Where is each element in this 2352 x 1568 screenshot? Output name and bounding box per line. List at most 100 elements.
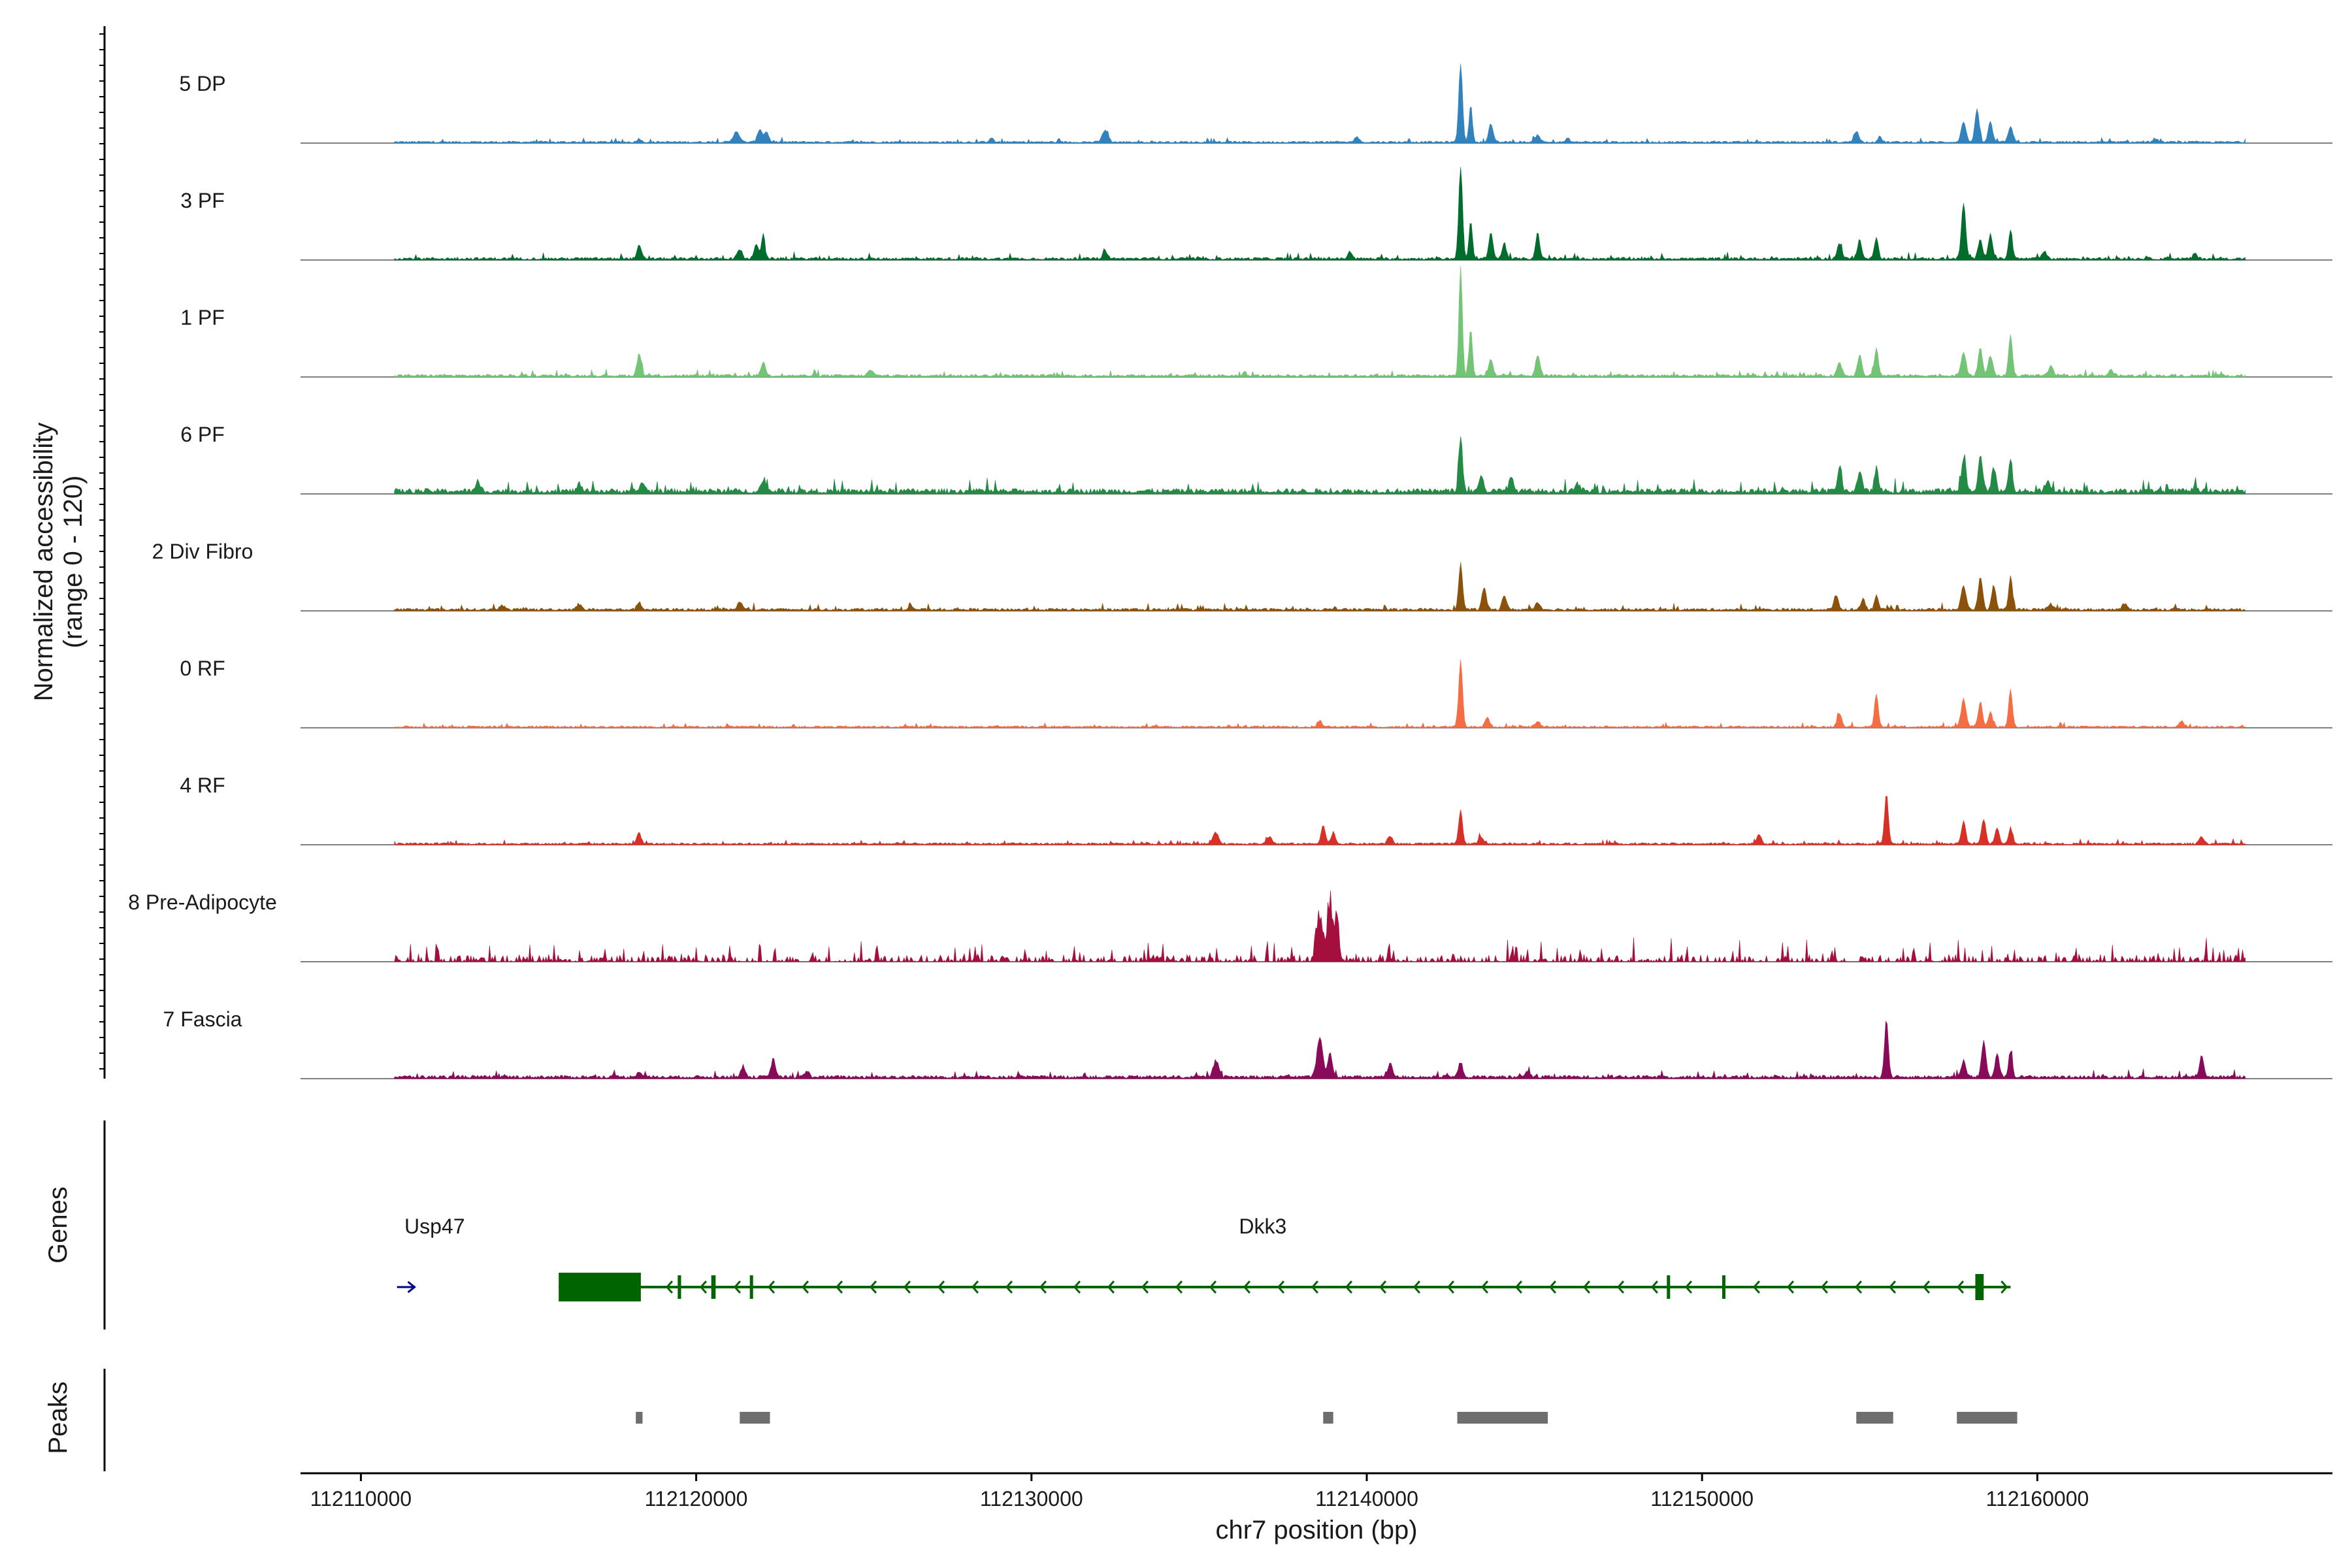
strand-chevron	[1073, 1281, 1081, 1294]
exon	[749, 1275, 753, 1299]
strand-chevron	[1752, 1281, 1761, 1294]
x-axis: 112110000 112120000 112130000 112140000 1121…	[301, 1472, 2332, 1511]
coverage-area	[394, 167, 2246, 261]
strand-arrow	[407, 1281, 416, 1294]
track-label: 1 PF	[180, 306, 225, 329]
track-label: 3 PF	[180, 189, 225, 212]
track-label: 0 RF	[180, 657, 225, 680]
strand-chevron	[1514, 1281, 1523, 1294]
strand-chevron	[971, 1281, 979, 1294]
strand-chevron	[937, 1281, 945, 1294]
strand-chevron	[801, 1281, 809, 1294]
strand-chevron	[1922, 1281, 1931, 1294]
peak-region	[636, 1412, 643, 1424]
strand-chevron	[1379, 1281, 1387, 1294]
strand-chevron	[1616, 1281, 1625, 1294]
strand-chevron	[835, 1281, 843, 1294]
track-2-div-fibro: 2 Div Fibro	[152, 540, 2332, 612]
exon	[678, 1275, 681, 1299]
track-label: 2 Div Fibro	[152, 540, 253, 563]
track-label: 7 Fascia	[163, 1007, 242, 1031]
coverage-area	[394, 562, 2246, 612]
track-7-fascia: 7 Fascia	[163, 1007, 2332, 1079]
track-3-pf: 3 PF	[180, 167, 2332, 261]
track-label: 4 RF	[180, 774, 225, 797]
exon	[1975, 1274, 1984, 1300]
strand-chevron	[1141, 1281, 1149, 1294]
peak-region	[1957, 1412, 2017, 1424]
track-1-pf: 1 PF	[180, 265, 2332, 378]
coverage-area	[394, 436, 2246, 495]
coverage-area	[394, 890, 2246, 963]
x-tick-label: 112130000	[980, 1487, 1083, 1511]
x-axis-title: chr7 position (bp)	[1215, 1516, 1417, 1544]
strand-chevron	[1175, 1281, 1183, 1294]
strand-chevron	[665, 1281, 674, 1294]
strand-chevron	[699, 1281, 708, 1294]
strand-chevron	[767, 1281, 776, 1294]
strand-chevron	[1582, 1281, 1591, 1294]
strand-chevron	[1650, 1281, 1659, 1294]
peak-region	[1323, 1412, 1333, 1424]
exon	[559, 1273, 641, 1301]
gene-usp47: Usp47	[397, 1215, 465, 1294]
strand-chevron	[1277, 1281, 1285, 1294]
strand-chevron	[733, 1281, 742, 1294]
strand-chevron	[1786, 1281, 1795, 1294]
gene-label: Dkk3	[1239, 1215, 1286, 1238]
coverage-area	[394, 63, 2246, 144]
x-tick-label: 112140000	[1315, 1487, 1418, 1511]
strand-chevron	[1548, 1281, 1557, 1294]
exon	[1667, 1275, 1671, 1299]
exon	[1722, 1275, 1725, 1299]
strand-chevron	[1039, 1281, 1047, 1294]
track-4-rf: 4 RF	[180, 774, 2332, 845]
y-axis-label-line2: (range 0 - 120)	[59, 476, 88, 649]
peaks-panel	[103, 1369, 2017, 1471]
x-tick-label: 112160000	[1985, 1487, 2089, 1511]
strand-chevron	[1854, 1281, 1863, 1294]
genes-panel-label: Genes	[44, 1186, 73, 1264]
coverage-area	[394, 1021, 2246, 1079]
strand-chevron	[1684, 1281, 1693, 1294]
strand-chevron	[2001, 1281, 2008, 1294]
strand-chevron	[1956, 1281, 1965, 1294]
exon	[711, 1275, 716, 1299]
coverage-area	[394, 659, 2246, 728]
strand-chevron	[1107, 1281, 1115, 1294]
peaks-panel-label: Peaks	[44, 1381, 73, 1454]
y-axis-label-line1: Normalized accessibility	[29, 423, 58, 702]
strand-chevron	[1311, 1281, 1319, 1294]
strand-chevron	[1243, 1281, 1251, 1294]
gene-label: Usp47	[404, 1215, 465, 1238]
strand-chevron	[1345, 1281, 1353, 1294]
track-0-rf: 0 RF	[180, 657, 2332, 728]
track-8-pre-adipocyte: 8 Pre-Adipocyte	[128, 890, 2332, 963]
track-6-pf: 6 PF	[180, 423, 2332, 495]
track-label: 6 PF	[180, 423, 225, 446]
coverage-tracks: 5 DP 3 PF 1 PF 6 PF 2 Div Fibro 0 RF 4 RF 8 Pre…	[128, 63, 2332, 1079]
strand-chevron	[1413, 1281, 1421, 1294]
strand-chevron	[903, 1281, 911, 1294]
coverage-area	[394, 265, 2246, 378]
peak-region	[1457, 1412, 1548, 1424]
strand-chevron	[1005, 1281, 1013, 1294]
peak-region	[1856, 1412, 1893, 1424]
coverage-area	[394, 796, 2246, 845]
strand-chevron	[1480, 1281, 1489, 1294]
strand-chevron	[1820, 1281, 1829, 1294]
strand-chevron	[1446, 1281, 1455, 1294]
gene-dkk3: Dkk3	[559, 1215, 2011, 1301]
strand-chevron	[869, 1281, 877, 1294]
x-tick-label: 112110000	[310, 1487, 412, 1511]
track-5-dp: 5 DP	[179, 63, 2332, 144]
x-tick-label: 112120000	[645, 1487, 748, 1511]
track-label: 8 Pre-Adipocyte	[128, 890, 277, 914]
strand-chevron	[1888, 1281, 1897, 1294]
x-tick-label: 112150000	[1650, 1487, 1754, 1511]
peak-region	[740, 1412, 770, 1424]
strand-chevron	[1209, 1281, 1217, 1294]
track-label: 5 DP	[179, 72, 225, 95]
genes-panel: Usp47 Dkk3	[103, 1120, 2011, 1330]
